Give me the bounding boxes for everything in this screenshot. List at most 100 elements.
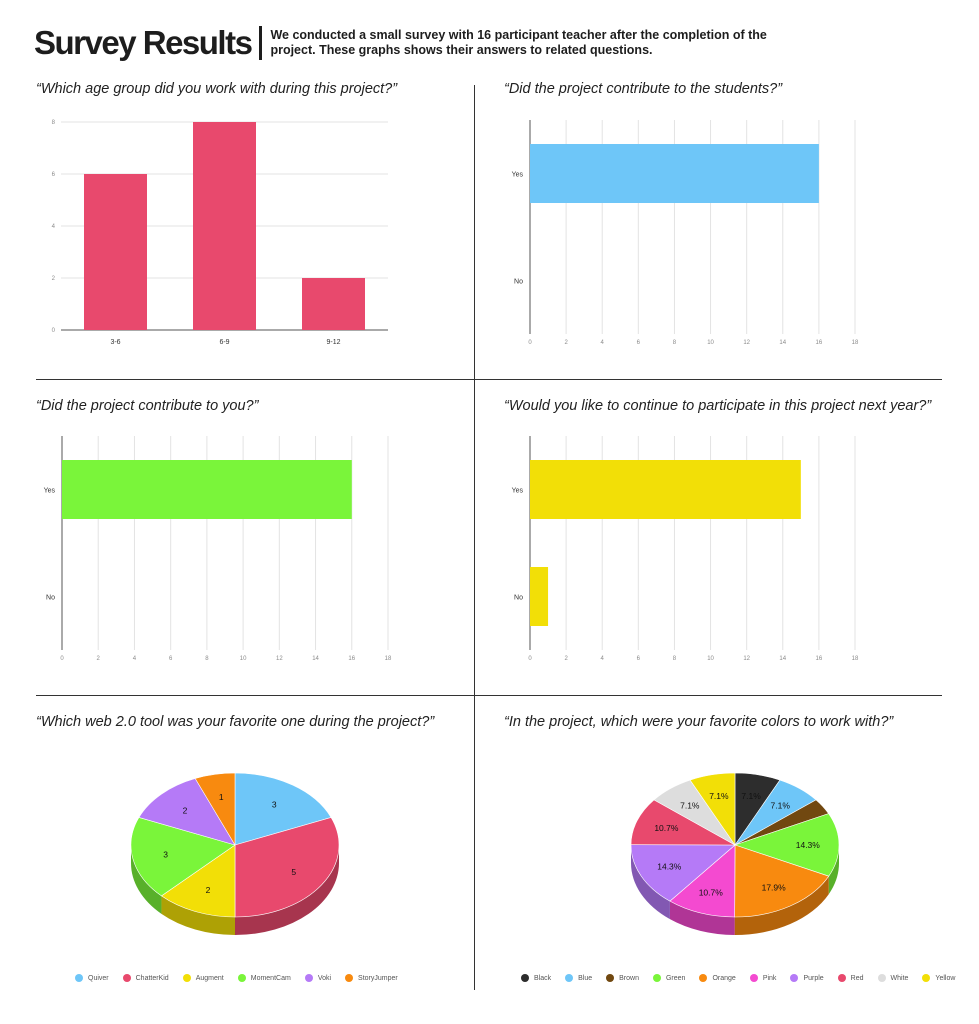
legend-item-green: Green bbox=[652, 974, 685, 982]
pie-slice-storyjumper bbox=[194, 772, 236, 847]
x-tick-label-0: 0 bbox=[528, 340, 532, 346]
students-bar-chart: 0 2 4 6 8 10 12 14 16 18 Yes No bbox=[512, 120, 859, 346]
legend-swatch bbox=[237, 974, 246, 982]
y-tick-label-4: 4 bbox=[52, 224, 56, 230]
x-tick-label-6: 6 bbox=[637, 340, 641, 346]
pie-side-orange bbox=[734, 876, 829, 935]
y-tick-label-6: 6 bbox=[52, 172, 56, 178]
y-category-label-no: No bbox=[46, 595, 55, 602]
x-tick-label-16: 16 bbox=[816, 340, 823, 346]
pie-label-momentcam: 3 bbox=[163, 850, 168, 860]
y-tick-label-2: 2 bbox=[52, 276, 56, 282]
x-category-label-6-9: 6-9 bbox=[219, 339, 229, 346]
legend-item-momentcam: MomentCam bbox=[237, 974, 291, 982]
colors-legend: Black Blue Brown Green Orange Pink Purple Red Wh… bbox=[521, 974, 969, 982]
x-tick-label-18: 18 bbox=[385, 656, 392, 662]
question-colors: “In the project, which were your favorit… bbox=[504, 714, 894, 730]
pie-label-blue: 7.1% bbox=[771, 800, 791, 810]
y-category-label-yes: Yes bbox=[44, 488, 56, 495]
question-age-group: “Which age group did you work with durin… bbox=[36, 81, 398, 97]
legend-label: Yellow bbox=[935, 974, 956, 982]
pie-side-momentcam bbox=[131, 845, 162, 914]
legend-swatch bbox=[837, 974, 846, 982]
x-tick-label-6: 6 bbox=[637, 656, 641, 662]
x-tick-label-6: 6 bbox=[169, 656, 173, 662]
x-tick-label-2: 2 bbox=[564, 656, 568, 662]
legend-label: Blue bbox=[578, 974, 593, 982]
pie-label-white: 7.1% bbox=[680, 800, 700, 810]
y-category-label-no: No bbox=[514, 595, 523, 602]
legend-item-voki: Voki bbox=[304, 974, 332, 982]
pie-label-purple: 14.3% bbox=[657, 862, 682, 872]
header: Survey Results We conducted a small surv… bbox=[34, 22, 810, 64]
pie-slice-quiver bbox=[234, 772, 332, 846]
age-group-bar-chart: 0 2 4 6 8 3-6 6-9 9-12 bbox=[52, 120, 388, 346]
pie-label-black: 7.1% bbox=[741, 791, 761, 801]
pie-label-yellow: 7.1% bbox=[709, 791, 729, 801]
legend-item-orange: Orange bbox=[699, 974, 736, 982]
legend-label: Black bbox=[534, 974, 552, 982]
x-tick-label-4: 4 bbox=[601, 656, 605, 662]
page-title: Survey Results bbox=[34, 24, 253, 61]
pie-slice-pink bbox=[669, 844, 736, 918]
legend-label: Red bbox=[850, 974, 864, 982]
pie-label-green: 14.3% bbox=[796, 840, 821, 850]
bar-no bbox=[530, 567, 549, 626]
legend-swatch bbox=[182, 974, 191, 982]
legend-item-yellow: Yellow bbox=[922, 974, 955, 982]
legend-item-white: White bbox=[877, 974, 909, 982]
x-tick-label-16: 16 bbox=[816, 656, 823, 662]
question-tools: “Which web 2.0 tool was your favorite on… bbox=[36, 714, 435, 730]
tools-pie-chart: 3 5 2 3 2 1 bbox=[130, 772, 340, 935]
pie-slice-momentcam bbox=[130, 817, 236, 897]
legend-item-chatterkid: ChatterKid bbox=[122, 974, 169, 982]
x-tick-label-10: 10 bbox=[240, 656, 247, 662]
legend-swatch bbox=[565, 974, 574, 982]
x-tick-label-4: 4 bbox=[601, 340, 605, 346]
legend-swatch bbox=[922, 974, 931, 982]
horizontal-divider-1 bbox=[36, 379, 942, 380]
legend-swatch bbox=[877, 974, 886, 982]
legend-item-augment: Augment bbox=[182, 974, 224, 982]
legend-label: Orange bbox=[712, 974, 736, 982]
x-tick-label-12: 12 bbox=[743, 656, 750, 662]
pie-label-red: 10.7% bbox=[654, 823, 679, 833]
x-tick-label-12: 12 bbox=[743, 340, 750, 346]
bar-6-9 bbox=[193, 122, 256, 330]
pie-slice-voki bbox=[138, 778, 236, 846]
x-tick-label-0: 0 bbox=[60, 656, 64, 662]
legend-swatch bbox=[699, 974, 708, 982]
x-tick-label-4: 4 bbox=[133, 656, 137, 662]
legend-label: Voki bbox=[317, 974, 332, 982]
bar-yes bbox=[62, 460, 352, 519]
title-divider bbox=[259, 26, 263, 60]
x-tick-label-18: 18 bbox=[852, 656, 859, 662]
x-tick-label-8: 8 bbox=[673, 656, 677, 662]
x-category-label-3-6: 3-6 bbox=[110, 339, 120, 346]
legend-item-black: Black bbox=[521, 974, 551, 982]
pie-label-voki: 2 bbox=[183, 805, 188, 815]
x-tick-label-14: 14 bbox=[312, 656, 319, 662]
legend-item-quiver: Quiver bbox=[75, 974, 109, 982]
legend-label: Pink bbox=[762, 974, 777, 982]
legend-swatch bbox=[75, 974, 83, 982]
legend-label: White bbox=[890, 974, 909, 982]
bar-3-6 bbox=[84, 174, 147, 330]
legend-swatch bbox=[606, 974, 615, 982]
x-tick-label-14: 14 bbox=[779, 656, 786, 662]
pie-side-purple bbox=[631, 845, 670, 920]
y-tick-label-8: 8 bbox=[52, 120, 56, 126]
bar-yes bbox=[530, 460, 801, 519]
page-subtitle: We conducted a small survey with 16 part… bbox=[270, 28, 767, 57]
pie-slice-orange bbox=[734, 844, 830, 918]
legend-item-pink: Pink bbox=[749, 974, 777, 982]
legend-label: Purple bbox=[803, 974, 824, 982]
question-continue: “Would you like to continue to participa… bbox=[504, 398, 932, 414]
pie-side-chatterkid bbox=[235, 845, 339, 935]
x-tick-label-0: 0 bbox=[528, 656, 532, 662]
pie-label-orange: 17.9% bbox=[762, 883, 787, 893]
x-tick-label-14: 14 bbox=[779, 340, 786, 346]
pie-side-augment bbox=[161, 895, 235, 935]
x-tick-label-2: 2 bbox=[97, 656, 101, 662]
legend-item-blue: Blue bbox=[565, 974, 592, 982]
